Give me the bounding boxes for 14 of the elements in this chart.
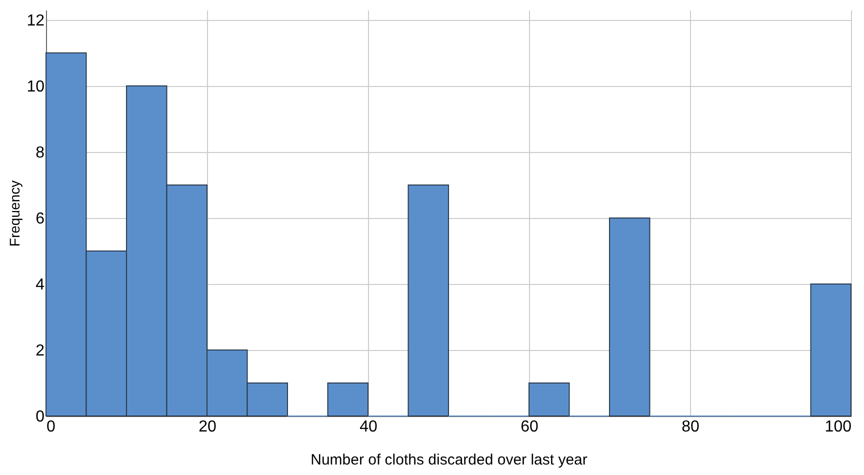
y-tick-label: 12 <box>26 12 45 30</box>
y-tick-label: 4 <box>36 276 45 294</box>
x-tick-label: 80 <box>682 418 700 436</box>
y-tick-label: 6 <box>36 210 45 228</box>
y-tick-label: 2 <box>36 342 45 360</box>
y-axis-title: Frequency <box>6 180 23 247</box>
x-tick-label: 0 <box>46 418 56 436</box>
x-tick-label: 20 <box>198 418 216 436</box>
y-tick-label: 8 <box>36 144 45 162</box>
x-tick-label: 40 <box>360 418 378 436</box>
y-tick-label: 10 <box>26 78 45 96</box>
x-tick-label: 100 <box>824 418 852 436</box>
x-axis-title: Number of cloths discarded over last year <box>310 452 588 468</box>
x-tick-label: 60 <box>520 418 538 436</box>
